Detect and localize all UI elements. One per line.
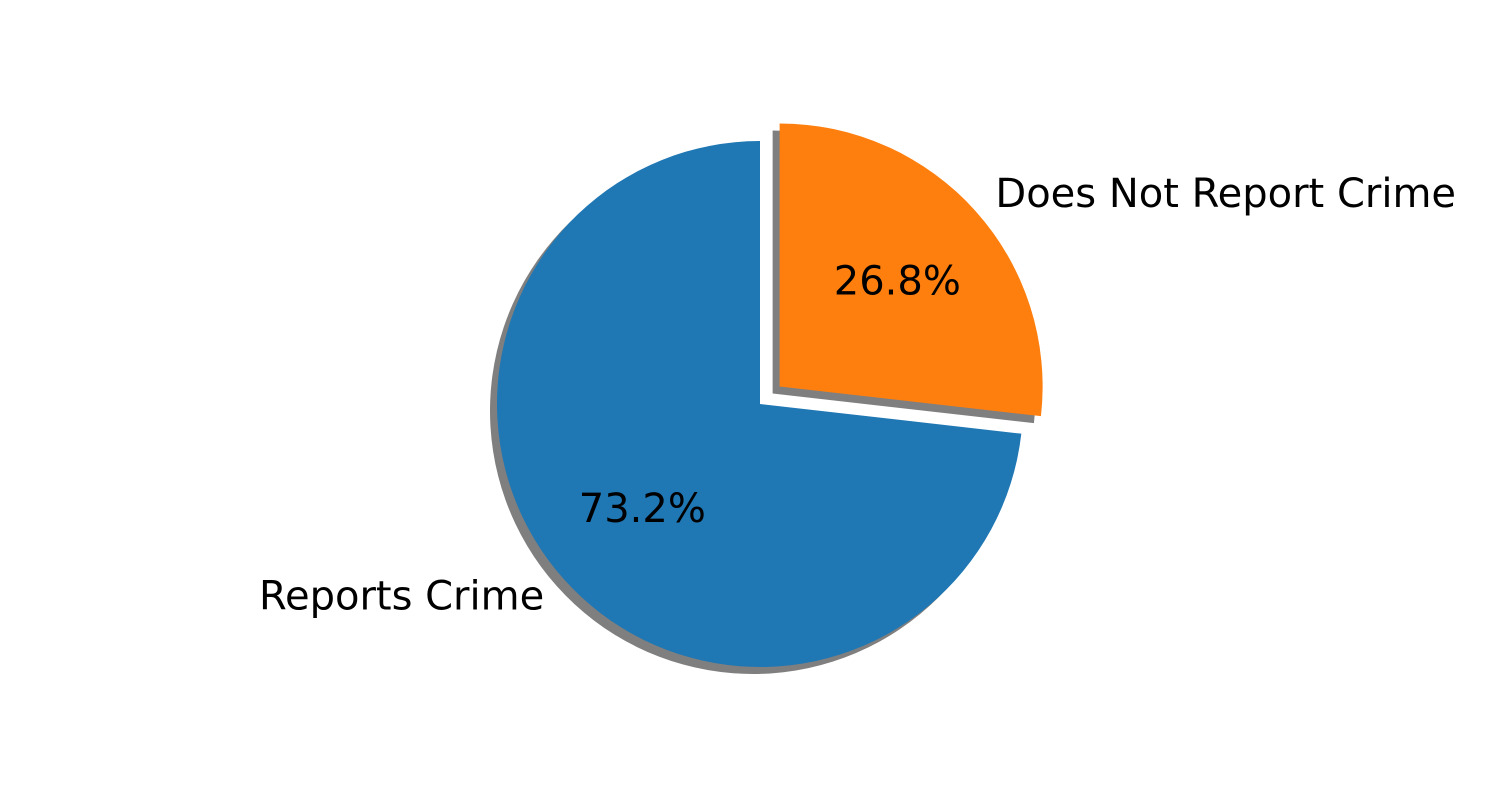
pie-labels: Reports Crime 73.2% Does Not Report Crime 2… (259, 171, 1456, 620)
pct-label-does-not-report-crime: 26.8% (834, 258, 961, 304)
slice-does-not-report-crime (779, 123, 1043, 417)
slice-label-reports-crime: Reports Crime (259, 574, 544, 620)
slice-label-does-not-report-crime: Does Not Report Crime (995, 171, 1456, 217)
pct-label-reports-crime: 73.2% (579, 486, 706, 532)
slice-reports-crime (497, 141, 1022, 667)
pie-slices (497, 123, 1043, 667)
